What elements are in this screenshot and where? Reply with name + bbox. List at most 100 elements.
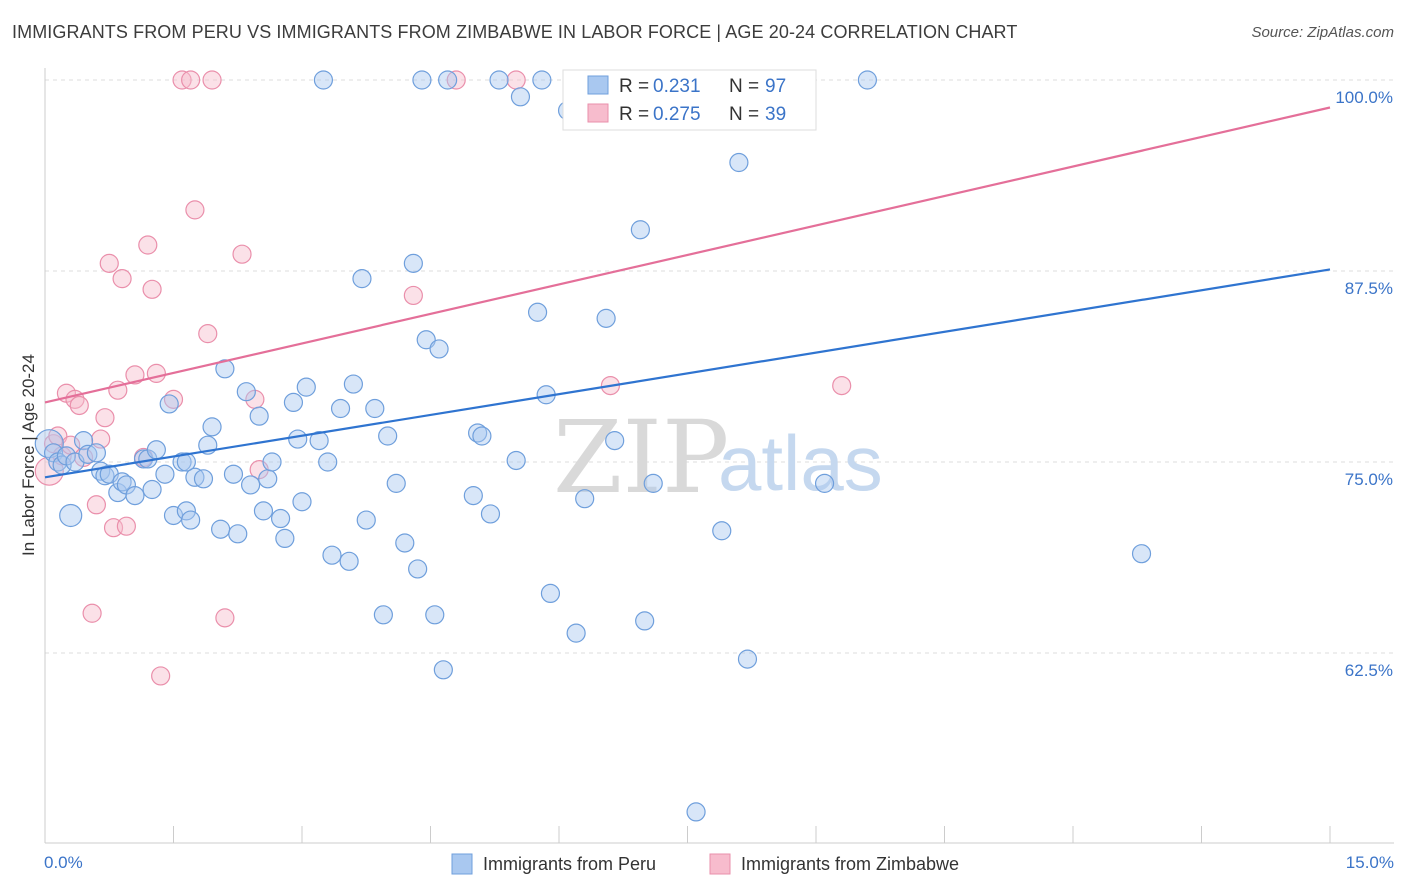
peru-point	[532, 70, 552, 90]
peru-point	[575, 489, 595, 509]
peru-point	[463, 486, 483, 506]
peru-point	[365, 398, 385, 419]
peru-point	[146, 440, 166, 460]
zimbabwe-point	[125, 365, 145, 385]
peru-point	[412, 70, 432, 90]
peru-point	[309, 431, 329, 451]
stats-peru-r-label: R =	[619, 76, 649, 97]
peru-point	[510, 87, 531, 107]
peru-point	[176, 501, 196, 521]
peru-point	[630, 220, 650, 240]
stats-zim-n-label: N =	[729, 104, 759, 125]
peru-point	[686, 802, 706, 822]
peru-point	[395, 533, 415, 553]
peru-point	[643, 473, 663, 493]
peru-point	[356, 510, 376, 530]
zimbabwe-point	[116, 516, 136, 536]
peru-point	[181, 510, 201, 530]
legend: Immigrants from Peru Immigrants from Zim…	[451, 853, 959, 875]
y-tick-label: 62.5%	[1345, 661, 1393, 680]
stats-zim-swatch	[587, 103, 609, 123]
peru-point	[292, 492, 312, 512]
peru-point	[596, 308, 616, 328]
x-tick-label-max: 15.0%	[1346, 853, 1394, 872]
peru-point	[211, 519, 231, 539]
peru-point	[506, 450, 526, 471]
legend-peru-label: Immigrants from Peru	[483, 854, 656, 874]
zimbabwe-point	[151, 666, 171, 686]
legend-zim-swatch	[709, 853, 731, 875]
chart-title: IMMIGRANTS FROM PERU VS IMMIGRANTS FROM …	[12, 22, 1018, 42]
peru-point	[635, 611, 655, 631]
peru-point	[313, 70, 334, 90]
stats-zim-n-value: 39	[765, 104, 786, 125]
peru-point	[737, 649, 758, 669]
peru-point	[373, 605, 393, 625]
peru-point	[228, 524, 248, 544]
peru-point	[236, 382, 256, 402]
peru-point	[343, 374, 363, 394]
peru-point	[176, 452, 196, 472]
peru-point	[296, 377, 316, 397]
zimbabwe-point	[202, 70, 222, 90]
stats-zim-r-value: 0.275	[653, 104, 701, 125]
zimbabwe-point	[181, 70, 201, 90]
zimbabwe-point	[86, 495, 107, 515]
zimbabwe-point	[403, 285, 423, 306]
peru-point	[249, 406, 269, 426]
peru-point	[429, 339, 449, 359]
grid-lines	[45, 79, 1394, 654]
zimbabwe-point	[99, 253, 119, 273]
peru-point	[378, 426, 398, 446]
zimbabwe-point	[232, 244, 252, 264]
zimbabwe-point	[95, 408, 115, 428]
y-axis-label: In Labor Force | Age 20-24	[19, 354, 38, 556]
y-tick-label: 87.5%	[1345, 279, 1393, 298]
zimbabwe-point	[69, 395, 89, 416]
peru-point	[438, 70, 458, 90]
zimbabwe-point	[215, 608, 235, 628]
peru-point	[605, 431, 625, 451]
stats-peru-r-value: 0.231	[653, 76, 701, 97]
stats-peru-n-value: 97	[765, 76, 786, 97]
peru-point	[540, 583, 561, 604]
peru-point	[527, 302, 548, 322]
peru-point	[433, 660, 453, 680]
peru-point	[1131, 544, 1152, 564]
peru-point	[202, 417, 222, 437]
peru-point	[318, 452, 338, 472]
stats-peru-n-label: N =	[729, 76, 759, 97]
peru-point	[159, 394, 179, 414]
peru-point	[712, 521, 732, 541]
zimbabwe-point	[506, 70, 526, 90]
zimbabwe-point	[832, 376, 852, 396]
zimbabwe-points	[34, 70, 852, 686]
zimbabwe-point	[198, 324, 218, 344]
peru-point	[142, 479, 162, 500]
zimbabwe-trend-line	[44, 106, 1331, 404]
peru-point	[403, 253, 423, 273]
peru-point	[258, 469, 278, 489]
y-tick-label: 100.0%	[1335, 88, 1393, 107]
peru-point	[223, 464, 244, 484]
peru-point	[729, 152, 749, 173]
peru-point	[352, 269, 372, 289]
peru-point	[172, 452, 192, 472]
peru-point	[566, 623, 586, 643]
zimbabwe-point	[82, 603, 102, 623]
peru-point	[322, 545, 342, 565]
zimbabwe-point	[112, 269, 132, 289]
stats-box: R = 0.231 N = 97 R = 0.275 N = 39	[562, 69, 817, 131]
zimbabwe-point	[185, 200, 205, 220]
stats-peru-swatch	[587, 75, 609, 95]
peru-point	[480, 504, 501, 524]
y-tick-labels: 62.5% 75.0% 87.5% 100.0%	[1335, 88, 1393, 680]
peru-point	[386, 473, 406, 493]
watermark-atlas: atlas	[718, 419, 883, 507]
legend-zim-label: Immigrants from Zimbabwe	[741, 854, 959, 874]
peru-point	[408, 559, 428, 579]
source-credit: Source: ZipAtlas.com	[1251, 24, 1394, 41]
peru-point	[155, 464, 175, 484]
peru-point	[425, 605, 445, 625]
